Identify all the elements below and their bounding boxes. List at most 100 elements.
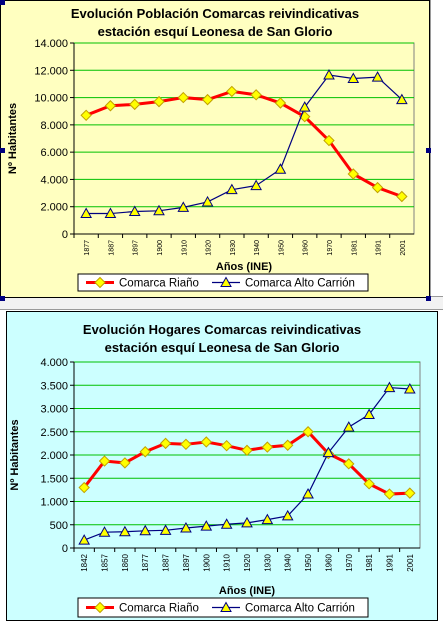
data-point — [177, 201, 190, 212]
data-point — [200, 520, 213, 531]
x-tick-label: 1960 — [324, 553, 333, 571]
data-point — [241, 444, 253, 457]
data-point — [220, 439, 233, 452]
data-point — [159, 524, 172, 535]
data-point — [396, 190, 408, 203]
data-point — [139, 446, 151, 458]
chart-svg: Evolución Hogares Comarcas reivindicativ… — [6, 311, 438, 621]
data-point — [98, 455, 111, 467]
legend-swatch-marker — [94, 276, 106, 289]
selection-handle[interactable] — [0, 296, 5, 301]
chart-poblacion[interactable]: Evolución Población Comarcas reivindicat… — [0, 0, 430, 298]
x-tick-label: 1857 — [101, 553, 110, 571]
x-tick-label: 1877 — [84, 240, 91, 256]
y-tick-label: 2.000 — [40, 202, 68, 214]
x-tick-label: 1981 — [365, 553, 374, 571]
x-tick-label: 1950 — [278, 240, 285, 256]
x-tick-label: 1930 — [230, 240, 237, 256]
data-point — [261, 441, 274, 453]
x-tick-label: 1991 — [376, 240, 383, 256]
data-point — [241, 516, 253, 528]
data-point — [119, 457, 131, 469]
data-point — [80, 109, 92, 122]
legend: Comarca Riaño Comarca Alto Carrión — [77, 273, 369, 292]
series-0 — [80, 85, 408, 203]
chart-title-line: Evolución Población Comarcas reivindicat… — [71, 6, 359, 21]
x-tick-label: 1877 — [141, 553, 150, 571]
data-point — [403, 382, 416, 394]
x-tick-label: 1930 — [263, 553, 272, 571]
data-point — [323, 134, 335, 147]
data-point — [226, 183, 238, 195]
y-tick-label: 1.000 — [40, 497, 68, 509]
data-point — [180, 521, 192, 533]
y-tick-label: 0 — [62, 543, 68, 555]
data-point — [298, 101, 311, 112]
data-point — [128, 205, 141, 216]
y-tick-label: 2.000 — [40, 450, 68, 462]
data-point — [220, 518, 233, 529]
legend-entry: Comarca Alto Carrión — [245, 278, 355, 290]
y-axis-title: Nº Habitantes — [7, 103, 19, 174]
data-point — [274, 163, 287, 174]
x-tick-label: 1900 — [157, 240, 164, 256]
y-tick-label: 14.000 — [34, 38, 68, 50]
y-tick-label: 8.000 — [40, 120, 68, 132]
data-point — [281, 509, 294, 521]
chart-title-line: estación esquí Leonesa de San Glorio — [105, 340, 340, 355]
x-tick-label: 1991 — [385, 553, 394, 571]
series-1 — [78, 381, 416, 545]
selection-handle[interactable] — [426, 296, 431, 301]
x-tick-label: 1842 — [80, 553, 89, 571]
x-tick-label: 1887 — [108, 240, 115, 256]
y-tick-label: 3.000 — [40, 404, 68, 416]
data-point — [323, 69, 335, 80]
data-point — [383, 488, 396, 500]
x-tick-label: 1940 — [284, 553, 293, 571]
data-point — [371, 181, 384, 194]
x-tick-label: 2001 — [406, 553, 415, 571]
series-0 — [78, 426, 416, 500]
data-point — [302, 426, 314, 438]
data-point — [250, 179, 262, 191]
data-point — [201, 93, 214, 106]
x-tick-label: 1940 — [254, 240, 261, 256]
data-point — [274, 97, 287, 109]
data-point — [78, 534, 91, 545]
data-point — [180, 438, 192, 451]
data-point — [250, 89, 262, 101]
selection-handle[interactable] — [0, 0, 5, 5]
plot-area — [73, 42, 415, 235]
data-point — [371, 71, 384, 82]
data-point — [139, 524, 152, 536]
data-point — [226, 85, 238, 98]
chart-hogares[interactable]: Evolución Hogares Comarcas reivindicativ… — [6, 311, 438, 621]
x-tick-label: 1910 — [223, 553, 232, 571]
x-tick-label: 1860 — [121, 553, 130, 571]
selection-handle[interactable] — [426, 148, 431, 153]
y-tick-label: 6.000 — [40, 147, 68, 159]
data-point — [78, 481, 90, 494]
chart-title-line: Evolución Hogares Comarcas reivindicativ… — [83, 322, 361, 337]
spreadsheet-background-band — [0, 296, 443, 310]
series-1 — [80, 69, 408, 219]
y-tick-label: 4.000 — [40, 174, 68, 186]
data-point — [104, 100, 117, 112]
data-point — [153, 204, 165, 216]
data-point — [80, 207, 92, 219]
data-point — [302, 488, 314, 499]
selection-handle[interactable] — [0, 148, 5, 153]
legend-swatch-marker — [220, 601, 232, 612]
data-point — [261, 513, 274, 525]
data-point — [159, 437, 172, 450]
legend: Comarca Riaño Comarca Alto Carrión — [77, 597, 369, 618]
data-point — [404, 487, 416, 499]
legend-entry: Comarca Alto Carrión — [245, 603, 355, 615]
y-axis-title: Nº Habitantes — [9, 419, 21, 490]
legend-swatch-marker — [220, 276, 232, 287]
data-point — [119, 525, 131, 537]
y-tick-label: 10.000 — [34, 93, 68, 105]
data-point — [396, 93, 408, 105]
x-tick-label: 1920 — [206, 240, 213, 256]
x-tick-label: 2001 — [400, 240, 407, 256]
